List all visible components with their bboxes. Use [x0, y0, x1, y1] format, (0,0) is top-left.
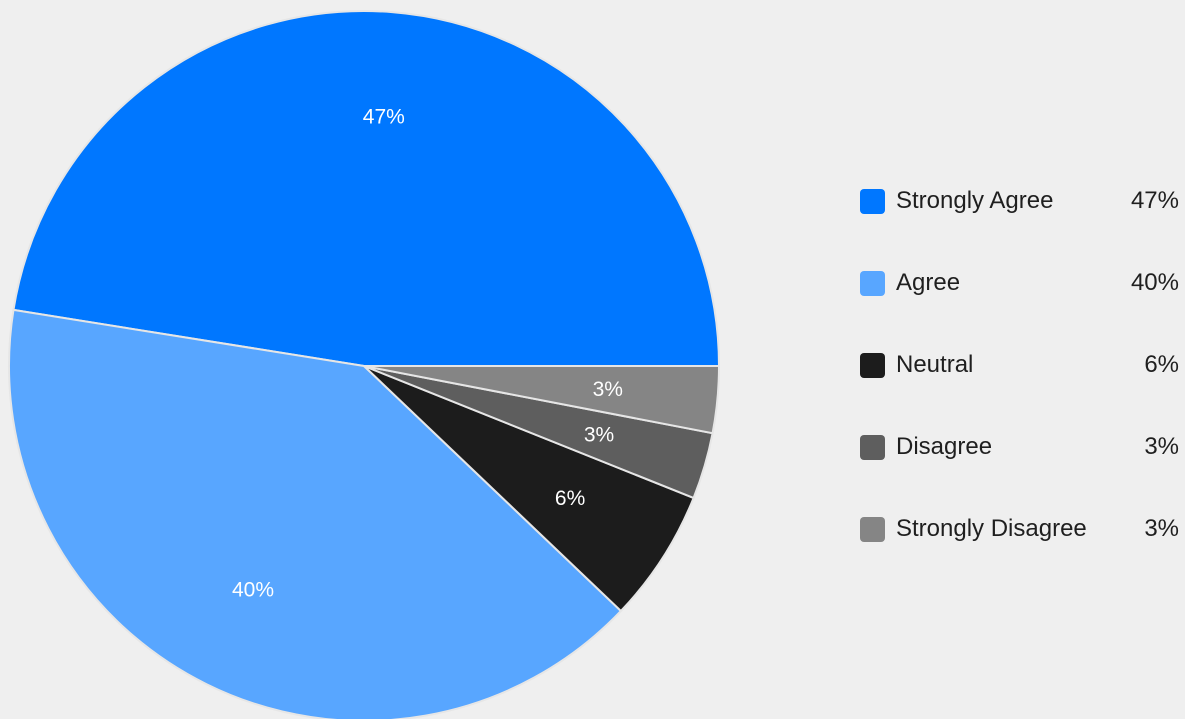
- legend-value: 47%: [1130, 187, 1179, 214]
- legend-item-disagree[interactable]: Disagree 3%: [860, 428, 1185, 466]
- legend-value: 6%: [1144, 351, 1179, 378]
- pie-slice-label: 40%: [232, 579, 274, 602]
- legend-label: Disagree: [896, 433, 993, 460]
- legend-item-strongly-agree[interactable]: Strongly Agree 47%: [860, 182, 1185, 220]
- pie-slice-strongly-disagree[interactable]: [363, 365, 721, 435]
- pie-chart-canvas: 47% 40% 6% 3% 3%: [8, 10, 721, 719]
- pie-slices: [8, 10, 721, 719]
- legend-label: Strongly Agree: [896, 187, 1054, 214]
- pie-slice-labels: 47% 40% 6% 3% 3%: [232, 105, 623, 601]
- pie-slice-neutral[interactable]: [363, 365, 695, 613]
- pie-slice-agree[interactable]: [8, 308, 623, 719]
- legend: Strongly Agree 47% Agree 40% Neutral 6% …: [860, 182, 1185, 592]
- legend-label: Neutral: [896, 351, 974, 378]
- legend-swatch-strongly-disagree: [860, 516, 885, 542]
- pie-slice-strongly-agree[interactable]: [12, 10, 721, 367]
- legend-item-neutral[interactable]: Neutral 6%: [860, 346, 1185, 384]
- legend-swatch-neutral: [860, 352, 885, 378]
- legend-swatch-strongly-agree: [860, 188, 885, 214]
- legend-value: 3%: [1144, 433, 1179, 460]
- legend-label: Agree: [896, 269, 961, 296]
- pie-slice-label: 47%: [363, 105, 405, 128]
- pie-slice-label: 3%: [584, 424, 614, 447]
- pie-slice-label: 6%: [555, 487, 585, 510]
- legend-item-strongly-disagree[interactable]: Strongly Disagree 3%: [860, 510, 1185, 548]
- legend-swatch-agree: [860, 270, 885, 296]
- pie-slice-label: 3%: [593, 378, 623, 401]
- legend-swatch-disagree: [860, 434, 885, 460]
- legend-label: Strongly Disagree: [896, 515, 1087, 542]
- legend-value: 3%: [1144, 515, 1179, 542]
- legend-value: 40%: [1130, 269, 1179, 296]
- legend-item-agree[interactable]: Agree 40%: [860, 264, 1185, 302]
